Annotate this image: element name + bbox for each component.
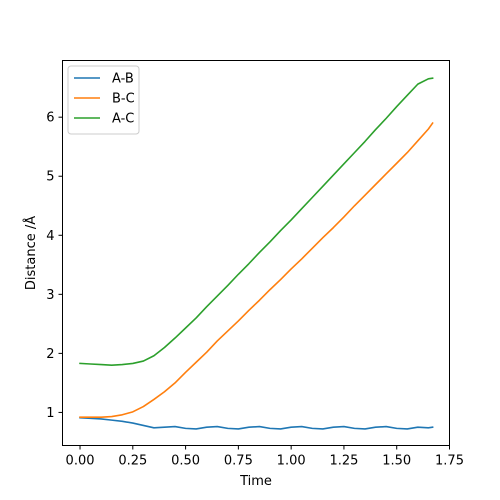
x-axis-label: Time <box>239 474 272 489</box>
y-tick-label: 5 <box>46 170 54 185</box>
x-axis-ticks: 0.00 0.25 0.50 0.75 1.00 1.25 1.50 1.75 <box>66 445 464 469</box>
plot-frame <box>62 60 450 446</box>
y-tick-label: 1 <box>46 406 54 421</box>
x-tick-label: 1.75 <box>435 454 464 469</box>
series-line-a-b <box>79 416 434 430</box>
legend-label-b-c: B-C <box>112 92 135 107</box>
series-line-b-c <box>79 121 434 418</box>
series-line-a-c <box>79 77 434 366</box>
legend: A-B B-C A-C <box>67 65 140 135</box>
x-tick-label: 0.00 <box>66 454 95 469</box>
y-axis-label: Distance /Å <box>23 216 39 290</box>
y-tick-label: 3 <box>46 288 54 303</box>
x-tick-label: 0.50 <box>171 454 200 469</box>
x-tick-label: 0.75 <box>224 454 253 469</box>
x-tick-label: 1.00 <box>277 454 306 469</box>
y-tick-label: 4 <box>46 229 54 244</box>
plot-lines <box>79 77 434 430</box>
x-tick-label: 1.50 <box>382 454 411 469</box>
x-tick-label: 0.25 <box>118 454 147 469</box>
legend-label-a-c: A-C <box>112 112 134 127</box>
legend-box <box>67 65 140 135</box>
y-tick-label: 2 <box>46 347 54 362</box>
y-tick-label: 6 <box>46 111 54 126</box>
legend-label-a-b: A-B <box>112 72 134 87</box>
y-axis-ticks: 1 2 3 4 5 6 <box>46 111 63 421</box>
x-tick-label: 1.25 <box>329 454 358 469</box>
